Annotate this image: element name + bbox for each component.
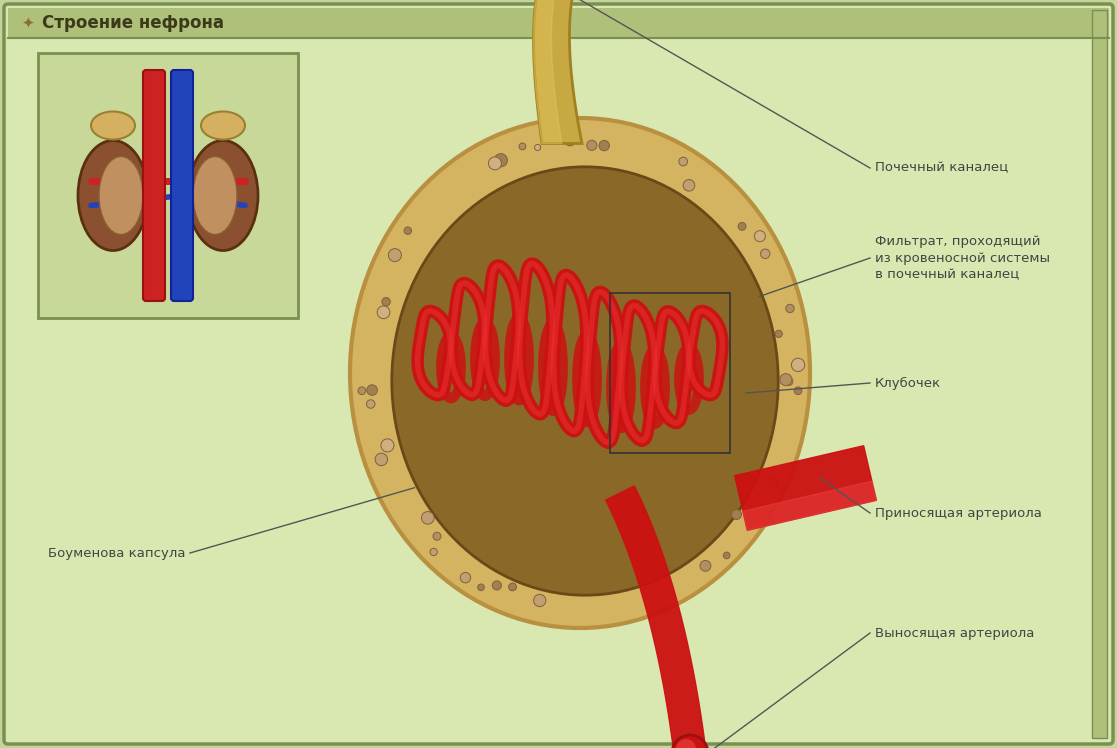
Text: Строение нефрона: Строение нефрона — [42, 14, 225, 32]
Ellipse shape — [679, 157, 688, 166]
Bar — [38, 53, 298, 318]
Ellipse shape — [378, 306, 390, 319]
Ellipse shape — [599, 141, 610, 151]
Bar — [610, 293, 731, 453]
Ellipse shape — [784, 377, 793, 385]
Ellipse shape — [794, 387, 802, 394]
Ellipse shape — [732, 509, 742, 520]
Ellipse shape — [672, 735, 708, 748]
Ellipse shape — [460, 572, 470, 583]
Ellipse shape — [201, 111, 245, 139]
Ellipse shape — [430, 548, 438, 556]
Ellipse shape — [775, 331, 782, 337]
Ellipse shape — [366, 399, 375, 408]
Text: Боуменова капсула: Боуменова капсула — [48, 547, 185, 560]
Ellipse shape — [792, 358, 804, 372]
Ellipse shape — [389, 248, 401, 262]
Ellipse shape — [770, 478, 779, 486]
Ellipse shape — [494, 153, 507, 167]
Ellipse shape — [391, 251, 400, 260]
Ellipse shape — [493, 581, 502, 590]
Ellipse shape — [534, 595, 546, 607]
Ellipse shape — [78, 141, 147, 251]
Ellipse shape — [421, 512, 435, 524]
Polygon shape — [534, 0, 562, 144]
Ellipse shape — [780, 373, 792, 386]
Ellipse shape — [193, 156, 237, 235]
Ellipse shape — [350, 118, 810, 628]
Ellipse shape — [188, 141, 258, 251]
Ellipse shape — [535, 144, 541, 150]
Ellipse shape — [724, 552, 731, 559]
Ellipse shape — [478, 584, 485, 591]
Polygon shape — [743, 481, 877, 530]
Bar — [8, 8, 1109, 38]
Ellipse shape — [404, 227, 411, 234]
Ellipse shape — [488, 157, 502, 170]
Ellipse shape — [700, 560, 710, 571]
Bar — [1092, 10, 1107, 738]
Text: ✦: ✦ — [21, 16, 35, 31]
Ellipse shape — [684, 180, 695, 191]
FancyBboxPatch shape — [171, 70, 193, 301]
Ellipse shape — [382, 298, 390, 306]
Ellipse shape — [761, 249, 770, 259]
Ellipse shape — [381, 439, 394, 452]
Text: Приносящая артериола: Приносящая артериола — [875, 506, 1042, 520]
Polygon shape — [534, 0, 582, 144]
Ellipse shape — [357, 387, 365, 395]
Ellipse shape — [754, 230, 765, 242]
Ellipse shape — [392, 167, 779, 595]
Polygon shape — [735, 446, 877, 530]
Ellipse shape — [366, 384, 378, 396]
Text: Фильтрат, проходящий
из кровеносной системы
в почечный каналец: Фильтрат, проходящий из кровеносной сист… — [875, 235, 1050, 281]
Ellipse shape — [786, 304, 794, 313]
Ellipse shape — [90, 111, 135, 139]
Text: Почечный каналец: Почечный каналец — [875, 162, 1009, 174]
Ellipse shape — [676, 739, 696, 748]
Text: Выносящая артериола: Выносящая артериола — [875, 627, 1034, 640]
Ellipse shape — [519, 143, 526, 150]
Ellipse shape — [738, 222, 746, 230]
FancyBboxPatch shape — [143, 70, 165, 301]
Ellipse shape — [508, 583, 516, 591]
Ellipse shape — [586, 141, 596, 150]
Text: Клубочек: Клубочек — [875, 376, 942, 390]
FancyBboxPatch shape — [4, 4, 1113, 744]
Ellipse shape — [99, 156, 143, 235]
Ellipse shape — [564, 133, 576, 146]
Ellipse shape — [375, 453, 388, 465]
Polygon shape — [605, 486, 706, 748]
Ellipse shape — [433, 533, 441, 540]
